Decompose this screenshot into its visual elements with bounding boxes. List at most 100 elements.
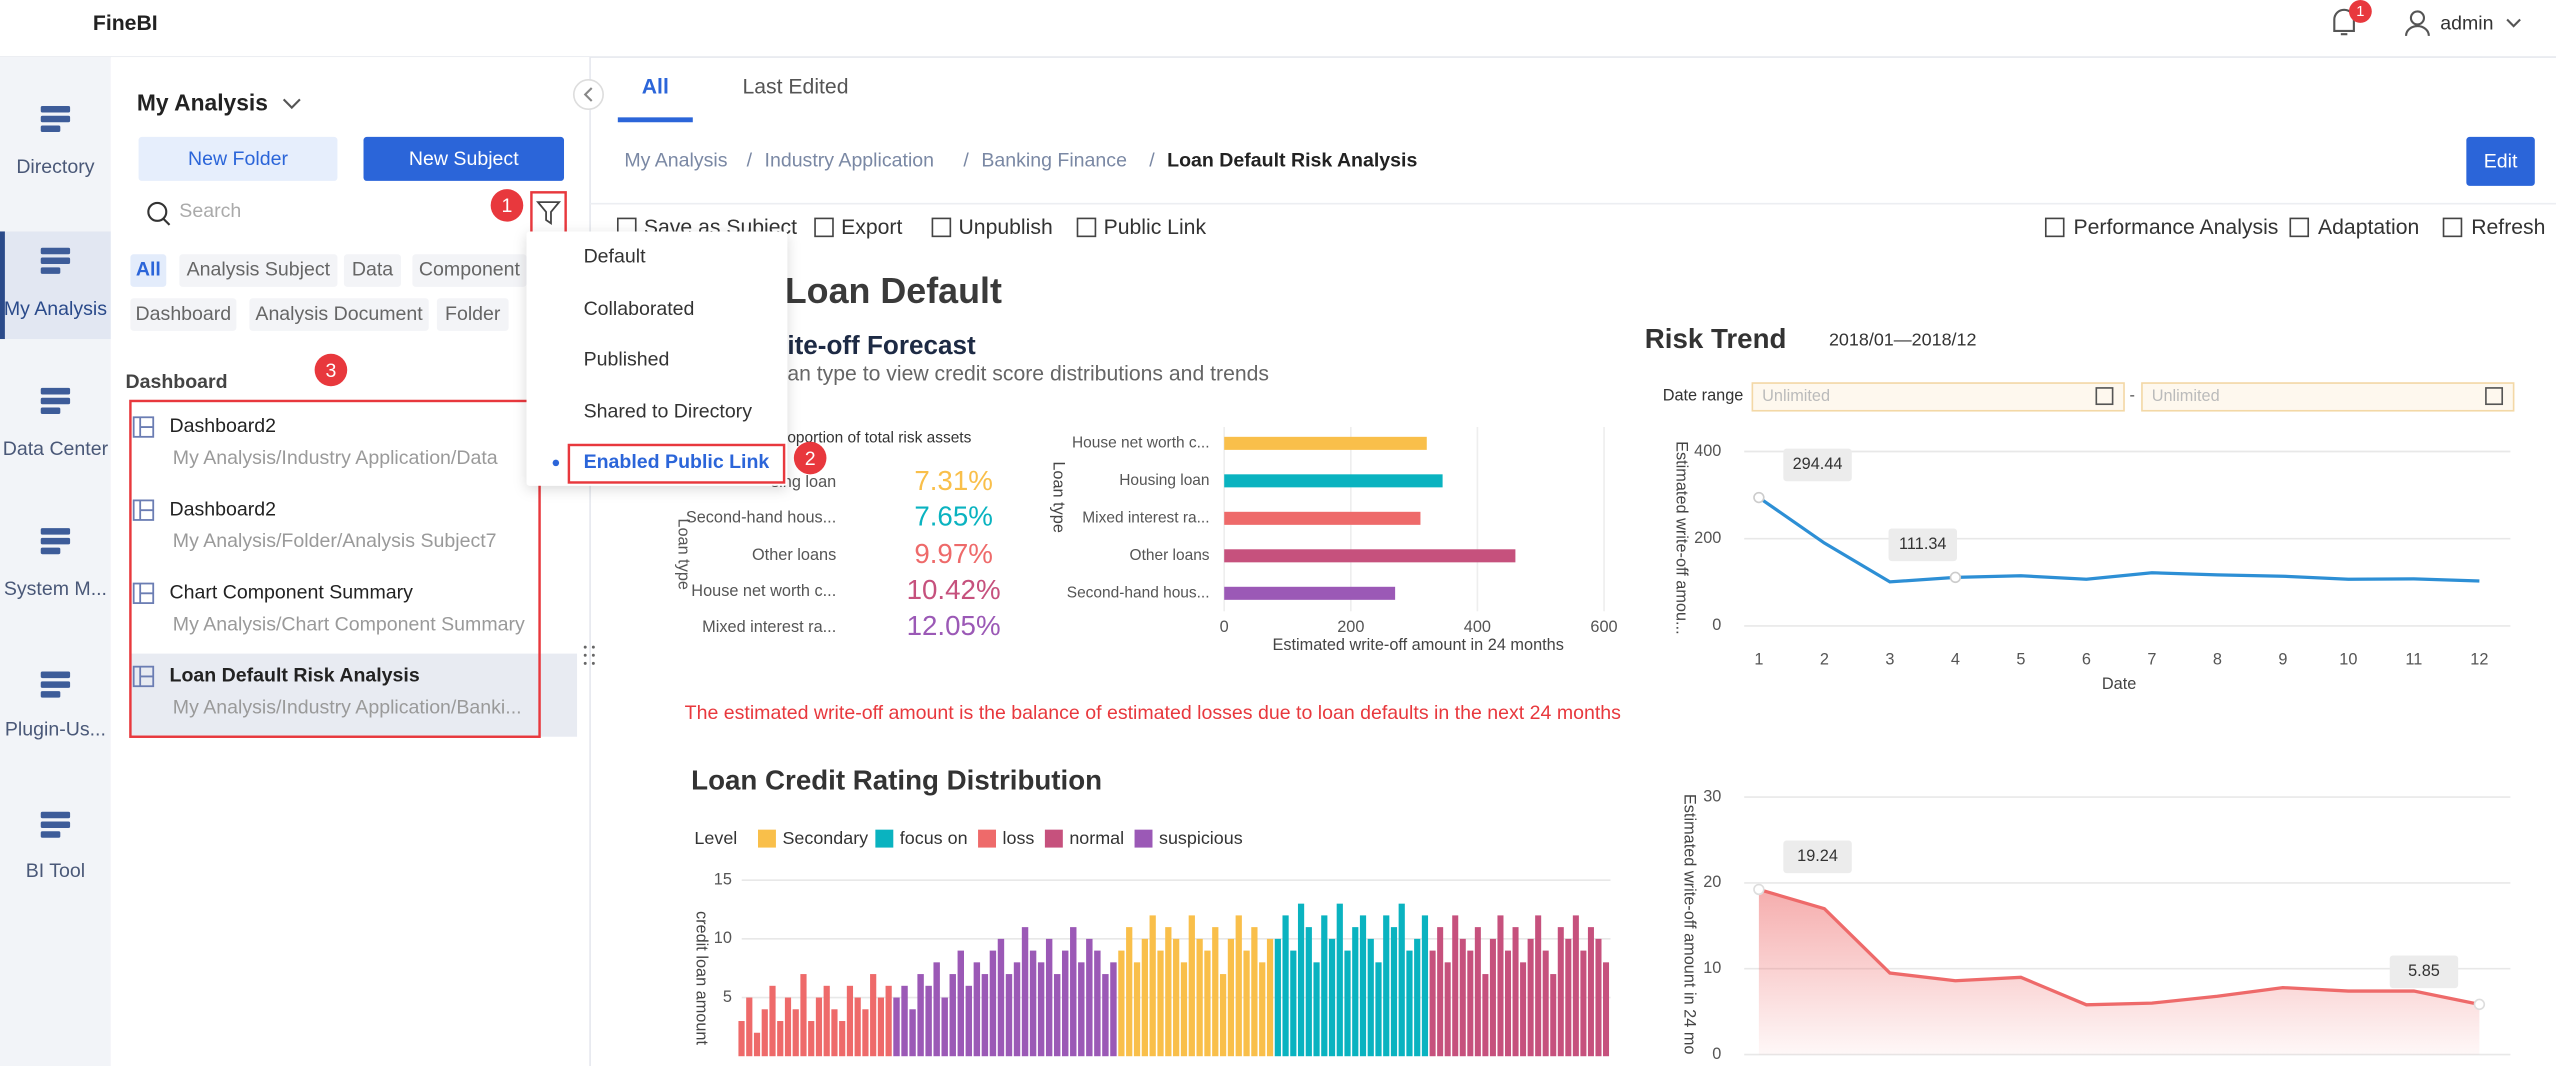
bar: [1224, 511, 1421, 525]
nav-item[interactable]: Directory: [16, 156, 94, 178]
filter-chip[interactable]: [130, 254, 167, 287]
step-number: 2: [805, 448, 816, 470]
user-name[interactable]: admin: [2440, 13, 2493, 35]
sidebar: [110, 57, 591, 1066]
toolbar-button[interactable]: Export: [841, 216, 902, 239]
step-badge: [793, 441, 827, 475]
nav-item[interactable]: System M...: [4, 578, 107, 600]
line: [1758, 887, 2480, 1007]
bar: [1297, 903, 1305, 1057]
tab[interactable]: Last Edited: [742, 76, 848, 99]
item-path: My Analysis/Industry Application/Banki..…: [173, 696, 522, 718]
legend-label: Secondary: [782, 828, 868, 848]
bar: [1444, 962, 1451, 1057]
point: [1753, 883, 1765, 896]
bar: [1165, 927, 1172, 1057]
filter-chip[interactable]: [179, 254, 338, 287]
nav-icon: [40, 528, 71, 555]
bar: [1133, 962, 1141, 1057]
bar: [1251, 927, 1258, 1057]
bar: [1274, 938, 1281, 1057]
item-icon: [132, 499, 155, 521]
bar: [1062, 950, 1069, 1057]
new-folder-button[interactable]: [138, 136, 338, 181]
value-label-box: [1783, 448, 1852, 482]
toolbar-button[interactable]: Performance Analysis: [2073, 216, 2278, 239]
nav-icon-part: [40, 105, 71, 113]
notification-badge: [2348, 0, 2372, 23]
toolbar-button[interactable]: Public Link: [1104, 216, 1207, 239]
search-input[interactable]: Search: [179, 200, 241, 222]
toolbar-button[interactable]: Unpublish: [959, 216, 1053, 239]
filter-chip[interactable]: [343, 254, 402, 287]
bar: [1070, 927, 1077, 1057]
item-name[interactable]: Chart Component Summary: [170, 581, 414, 603]
sidebar-title: My Analysis: [137, 89, 268, 115]
bar: [1321, 915, 1328, 1057]
menu-option[interactable]: Collaborated: [584, 298, 695, 320]
x-tick-label: 400: [1464, 618, 1491, 636]
tab[interactable]: All: [642, 76, 669, 99]
date-input[interactable]: [2141, 382, 2515, 412]
icon-part: [139, 500, 154, 520]
y-tick-label: 10: [1703, 959, 1721, 977]
bar: [792, 1009, 799, 1057]
item-name[interactable]: Dashboard2: [170, 498, 277, 520]
selected-item: [130, 653, 578, 737]
x-tick-label: 4: [1951, 650, 1960, 668]
bar: [1204, 950, 1211, 1057]
item-icon: [132, 416, 155, 438]
nav-icon-part: [40, 821, 71, 829]
bar: [1224, 549, 1516, 563]
icon-part: [132, 416, 155, 438]
toolbar-button[interactable]: Adaptation: [2318, 216, 2419, 239]
user-chevron: [2506, 18, 2521, 28]
dashboard-title: f Loan Default: [763, 271, 1002, 311]
breadcrumb-item[interactable]: Industry Application: [765, 150, 935, 172]
bar: [761, 1009, 768, 1057]
bar: [925, 985, 932, 1057]
filter-menu: [526, 231, 788, 486]
nav-icon-part: [40, 257, 71, 265]
edit-button[interactable]: [2466, 136, 2535, 186]
filter-chip[interactable]: [412, 254, 527, 287]
bar: [1157, 950, 1164, 1057]
menu-option[interactable]: Published: [584, 348, 670, 370]
toolbar-button[interactable]: Refresh: [2471, 216, 2545, 239]
bar: [1587, 927, 1594, 1057]
nav-item[interactable]: BI Tool: [26, 860, 85, 882]
y-tick-label: Mixed interest ra...: [1082, 509, 1209, 526]
filter-chip[interactable]: [249, 298, 429, 331]
nav-item[interactable]: Plugin-Us...: [5, 718, 106, 740]
filter-chip[interactable]: [436, 298, 509, 331]
bar: [1290, 950, 1297, 1057]
date-placeholder: Unlimited: [2152, 387, 2220, 405]
nav-icon-part: [40, 397, 71, 405]
nav-item[interactable]: My Analysis: [4, 298, 107, 320]
date-input[interactable]: [1751, 382, 2125, 412]
item-name[interactable]: Dashboard2: [170, 415, 277, 437]
drag-handle-dot: [583, 645, 587, 649]
panel-title: ite-off Forecast: [787, 330, 976, 360]
x-tick-label: 7: [2147, 650, 2156, 668]
bar: [973, 962, 981, 1057]
button-label: New Subject: [409, 148, 519, 170]
x-tick-label: 11: [2405, 650, 2422, 668]
menu-option[interactable]: Shared to Directory: [584, 401, 753, 423]
menu-option[interactable]: Enabled Public Link: [584, 451, 770, 473]
menu-option[interactable]: Default: [584, 246, 647, 268]
breadcrumb-item[interactable]: My Analysis: [624, 150, 727, 172]
filter-chip[interactable]: [130, 298, 237, 331]
item-name[interactable]: Loan Default Risk Analysis: [170, 665, 420, 687]
nav-item[interactable]: Data Center: [3, 438, 109, 460]
x-tick-label: 200: [1337, 618, 1364, 636]
bar: [1224, 474, 1443, 488]
bar: [862, 1009, 869, 1057]
bar: [949, 974, 956, 1057]
bar: [893, 997, 900, 1057]
new-subject-button[interactable]: [363, 136, 565, 181]
breadcrumb-item[interactable]: Banking Finance: [981, 150, 1127, 172]
bar: [1527, 938, 1534, 1057]
bar: [777, 1021, 784, 1057]
